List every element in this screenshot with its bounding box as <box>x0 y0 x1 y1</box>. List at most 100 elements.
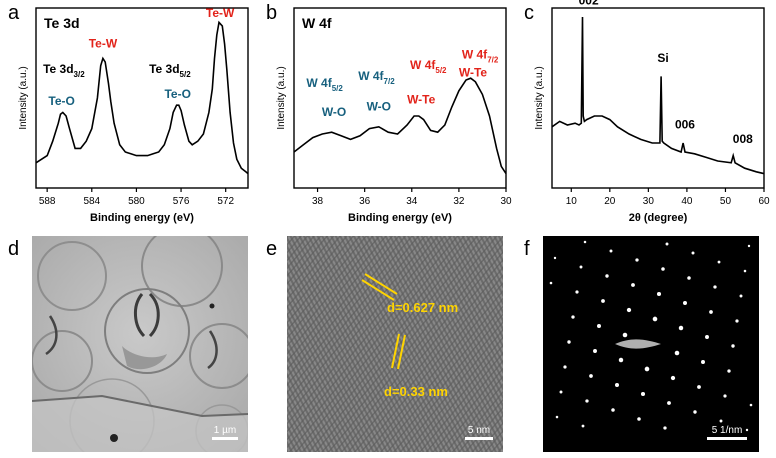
plot-frame-a <box>35 7 249 189</box>
diffraction-spot-36 <box>674 350 680 356</box>
diffraction-spot-20 <box>626 307 632 313</box>
chart-c-xrd: 10 20 30 40 50 60 2θ (degree) Intensity (a.u.) 0… <box>534 0 770 224</box>
panel-letter-b: b <box>266 2 278 24</box>
diffraction-spot-15 <box>589 374 593 378</box>
annotation-c-2: 006 <box>675 118 695 132</box>
annotation-b-6: W-Te <box>407 92 436 106</box>
saed-pattern-f: 5 1/nm <box>543 236 759 452</box>
diffraction-spot-45 <box>697 385 701 389</box>
x-tick-label-a-0: 588 <box>39 196 56 207</box>
annotation-a-3: Te-O <box>48 94 74 108</box>
diffraction-spot-1 <box>549 281 553 285</box>
annotation-c-0: 002 <box>579 0 599 7</box>
lattice-spacing-label-2: d=0.33 nm <box>384 384 448 399</box>
chart-title-b: W 4f <box>302 15 332 31</box>
diffraction-spot-0 <box>553 256 557 260</box>
diffraction-spot-18 <box>635 258 639 262</box>
hrtem-image-e: d=0.627 nm d=0.33 nm 5 nm <box>287 236 503 452</box>
diffraction-spot-31 <box>637 417 641 421</box>
series-line-b-0 <box>293 77 507 175</box>
diffraction-spot-4 <box>575 290 579 294</box>
panel-letter-a: a <box>8 2 20 24</box>
diffraction-spot-33 <box>687 276 691 280</box>
diffraction-spot-5 <box>571 315 575 319</box>
diffraction-spot-38 <box>667 401 671 405</box>
diffraction-spot-53 <box>723 394 727 398</box>
diffraction-spot-40 <box>717 260 721 264</box>
diffraction-spot-30 <box>640 391 646 397</box>
diffraction-spot-12 <box>601 299 605 303</box>
series-line-c-0 <box>551 16 765 175</box>
x-axis-label-a: Binding energy (eV) <box>90 212 194 224</box>
diffraction-spot-41 <box>713 285 717 289</box>
y-axis-label-c: Intensity (a.u.) <box>534 66 545 129</box>
diffraction-spot-6 <box>567 340 571 344</box>
diffraction-spot-54 <box>719 419 723 423</box>
diffraction-spot-56 <box>745 428 749 432</box>
annotation-c-3: 008 <box>733 132 753 146</box>
diffraction-spot-32 <box>691 251 695 255</box>
annotation-b-2: W 4f5/2 <box>410 58 447 75</box>
diffraction-spot-16 <box>585 399 589 403</box>
diffraction-spot-17 <box>581 424 585 428</box>
diffraction-spot-39 <box>663 426 667 430</box>
diffraction-spot-8 <box>559 390 563 394</box>
plot-frame-c <box>551 7 765 189</box>
diffraction-spot-2 <box>583 240 587 244</box>
micrograph-e-hrtem: d=0.627 nm d=0.33 nm 5 nm <box>287 236 503 452</box>
x-axis-label-c: 2θ (degree) <box>629 212 688 224</box>
panel-letter-e: e <box>266 238 278 260</box>
x-tick-label-b-1: 36 <box>359 196 371 207</box>
chart-title-a: Te 3d <box>44 15 80 31</box>
diffraction-spot-10 <box>609 249 613 253</box>
annotation-b-5: W-O <box>367 100 391 114</box>
micrograph-f-saed: 5 1/nm <box>543 236 759 452</box>
chart-a-te3d-xps: 588 584 580 576 572 Binding energy (eV) Intens… <box>18 6 249 224</box>
diffraction-spot-3 <box>579 265 583 269</box>
diffraction-spot-35 <box>678 325 684 331</box>
scale-bar-d-label: 1 µm <box>214 425 236 436</box>
diffraction-spot-46 <box>693 410 697 414</box>
x-tick-label-b-2: 34 <box>406 196 418 207</box>
diffraction-spot-19 <box>631 283 635 287</box>
annotation-a-5: Te-W <box>206 6 235 20</box>
scale-bar-f-label: 5 1/nm <box>712 425 743 436</box>
plot-frame-b <box>293 7 507 189</box>
diffraction-spot-55 <box>749 403 753 407</box>
diffraction-spot-37 <box>670 375 676 381</box>
diffraction-spot-9 <box>555 415 559 419</box>
diffraction-spot-21 <box>622 332 628 338</box>
diffraction-spot-52 <box>727 369 731 373</box>
diffraction-spot-50 <box>735 319 739 323</box>
diffraction-spot-49 <box>739 294 743 298</box>
panel-letter-c: c <box>524 2 534 24</box>
diffraction-spot-34 <box>682 300 688 306</box>
x-tick-label-a-4: 572 <box>217 196 234 207</box>
x-axis-label-b: Binding energy (eV) <box>348 212 452 224</box>
diffraction-spot-13 <box>597 324 601 328</box>
annotation-c-1: Si <box>657 51 668 65</box>
diffraction-spot-42 <box>709 310 713 314</box>
diffraction-spot-48 <box>743 269 747 273</box>
y-axis-label-a: Intensity (a.u.) <box>18 66 29 129</box>
diffraction-spot-11 <box>605 274 609 278</box>
annotation-a-4: Te-O <box>164 87 190 101</box>
x-tick-label-c-4: 50 <box>720 196 732 207</box>
annotation-b-3: W 4f7/2 <box>462 47 499 64</box>
diffraction-spot-51 <box>731 344 735 348</box>
y-axis-label-b: Intensity (a.u.) <box>276 66 287 129</box>
x-tick-label-c-1: 20 <box>604 196 616 207</box>
series-line-a-0 <box>35 20 249 175</box>
x-tick-label-b-3: 32 <box>453 196 465 207</box>
x-tick-label-a-3: 576 <box>173 196 190 207</box>
diffraction-spot-7 <box>563 365 567 369</box>
diffraction-spot-43 <box>705 335 709 339</box>
panel-letter-f: f <box>524 238 530 260</box>
annotation-a-2: Te 3d5/2 <box>149 62 191 79</box>
x-tick-label-c-3: 40 <box>681 196 693 207</box>
x-tick-label-b-4: 30 <box>500 196 512 207</box>
diffraction-spot-22 <box>618 357 624 363</box>
panel-letter-d: d <box>8 238 20 260</box>
micrograph-d-tem: 1 µm <box>32 236 248 452</box>
